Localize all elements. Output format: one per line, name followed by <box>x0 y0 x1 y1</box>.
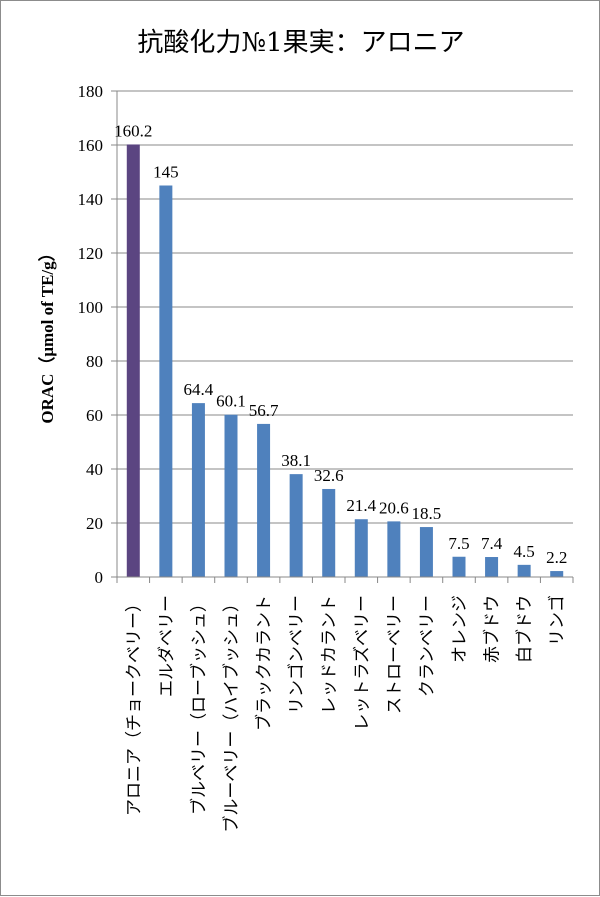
bar <box>159 185 173 577</box>
y-tick-label: 20 <box>86 514 103 533</box>
bar <box>322 488 336 577</box>
axes <box>111 90 574 583</box>
y-tick-label: 140 <box>78 190 104 209</box>
data-labels: 160.2 145 64.460.1 56.7 38.132.621.4 20.6 18.5… <box>114 121 567 567</box>
y-tick-labels: 0 20 40 60 80 100 120 140 160 180 <box>78 82 104 587</box>
y-tick-label: 40 <box>86 460 103 479</box>
bar <box>419 527 433 577</box>
data-label: 160.2 <box>114 121 152 140</box>
category-label: 白ブドウ <box>514 595 535 663</box>
data-label: 2.2 <box>546 548 567 567</box>
y-tick-label: 160 <box>78 136 104 155</box>
y-tick-label: 180 <box>78 82 104 101</box>
data-label: 20.6 <box>379 498 409 517</box>
y-tick-label: 100 <box>78 298 104 317</box>
category-label: オレンジ <box>450 595 470 663</box>
bar <box>224 414 238 577</box>
bar <box>289 474 303 577</box>
data-label: 60.1 <box>216 392 246 411</box>
y-tick-label: 0 <box>95 568 104 587</box>
bar <box>387 521 401 577</box>
category-label: ストローベリー <box>385 595 405 714</box>
category-label: レッドカラント <box>320 595 340 714</box>
data-label: 38.1 <box>281 451 311 470</box>
bar <box>517 564 531 577</box>
category-label: レットラズベリー <box>352 595 372 731</box>
category-label: 赤ブドウ <box>482 595 503 663</box>
data-label: 145 <box>153 163 179 182</box>
bar <box>126 144 140 577</box>
category-label: アロニア（チョークベリー） <box>124 595 144 816</box>
y-tick-label: 60 <box>86 406 103 425</box>
bar <box>354 519 368 577</box>
data-label: 18.5 <box>412 504 442 523</box>
data-label: 64.4 <box>184 380 214 399</box>
category-label: ブラックカラント <box>254 595 275 731</box>
category-label: ブルーベリー（ハイブッシュ） <box>221 595 242 833</box>
bar <box>452 556 466 577</box>
data-label: 32.6 <box>314 466 344 485</box>
chart-title: 抗酸化力№1果実：アロニア <box>137 28 464 58</box>
data-label: 4.5 <box>514 542 535 561</box>
data-label: 21.4 <box>346 496 376 515</box>
data-label: 7.5 <box>448 534 469 553</box>
category-label: エルダベリー <box>157 595 177 697</box>
bar <box>550 571 564 577</box>
gridlines <box>117 90 573 524</box>
data-label: 7.4 <box>481 534 503 553</box>
category-label: クランベリー <box>417 595 437 697</box>
y-tick-label: 120 <box>78 244 104 263</box>
bar <box>485 557 499 577</box>
category-label: ブルベリー（ローブッシュ） <box>188 595 209 815</box>
category-label: リンゴ <box>547 595 568 646</box>
category-label: リンゴンベリー <box>286 595 307 714</box>
data-label: 56.7 <box>249 401 279 420</box>
bars <box>126 144 564 577</box>
category-labels: アロニア（チョークベリー） エルダベリー ブルベリー（ローブッシュ） ブルーベリー（ハ… <box>124 595 567 833</box>
bar <box>257 423 271 577</box>
y-axis-label: ORAC（μmol of TE/g） <box>37 244 57 423</box>
bar <box>191 403 205 577</box>
y-tick-label: 80 <box>86 352 103 371</box>
